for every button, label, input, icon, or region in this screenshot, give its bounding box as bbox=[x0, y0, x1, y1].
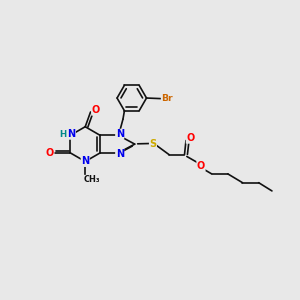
Text: H: H bbox=[59, 130, 66, 139]
Text: O: O bbox=[92, 105, 100, 115]
Text: O: O bbox=[45, 148, 54, 158]
Text: O: O bbox=[197, 161, 205, 171]
Text: N: N bbox=[67, 129, 75, 139]
Text: N: N bbox=[116, 149, 124, 159]
Text: Br: Br bbox=[161, 94, 173, 103]
Text: O: O bbox=[186, 133, 194, 143]
Text: CH₃: CH₃ bbox=[83, 175, 100, 184]
Text: N: N bbox=[81, 157, 89, 166]
Text: N: N bbox=[116, 129, 124, 139]
Text: S: S bbox=[149, 139, 157, 148]
